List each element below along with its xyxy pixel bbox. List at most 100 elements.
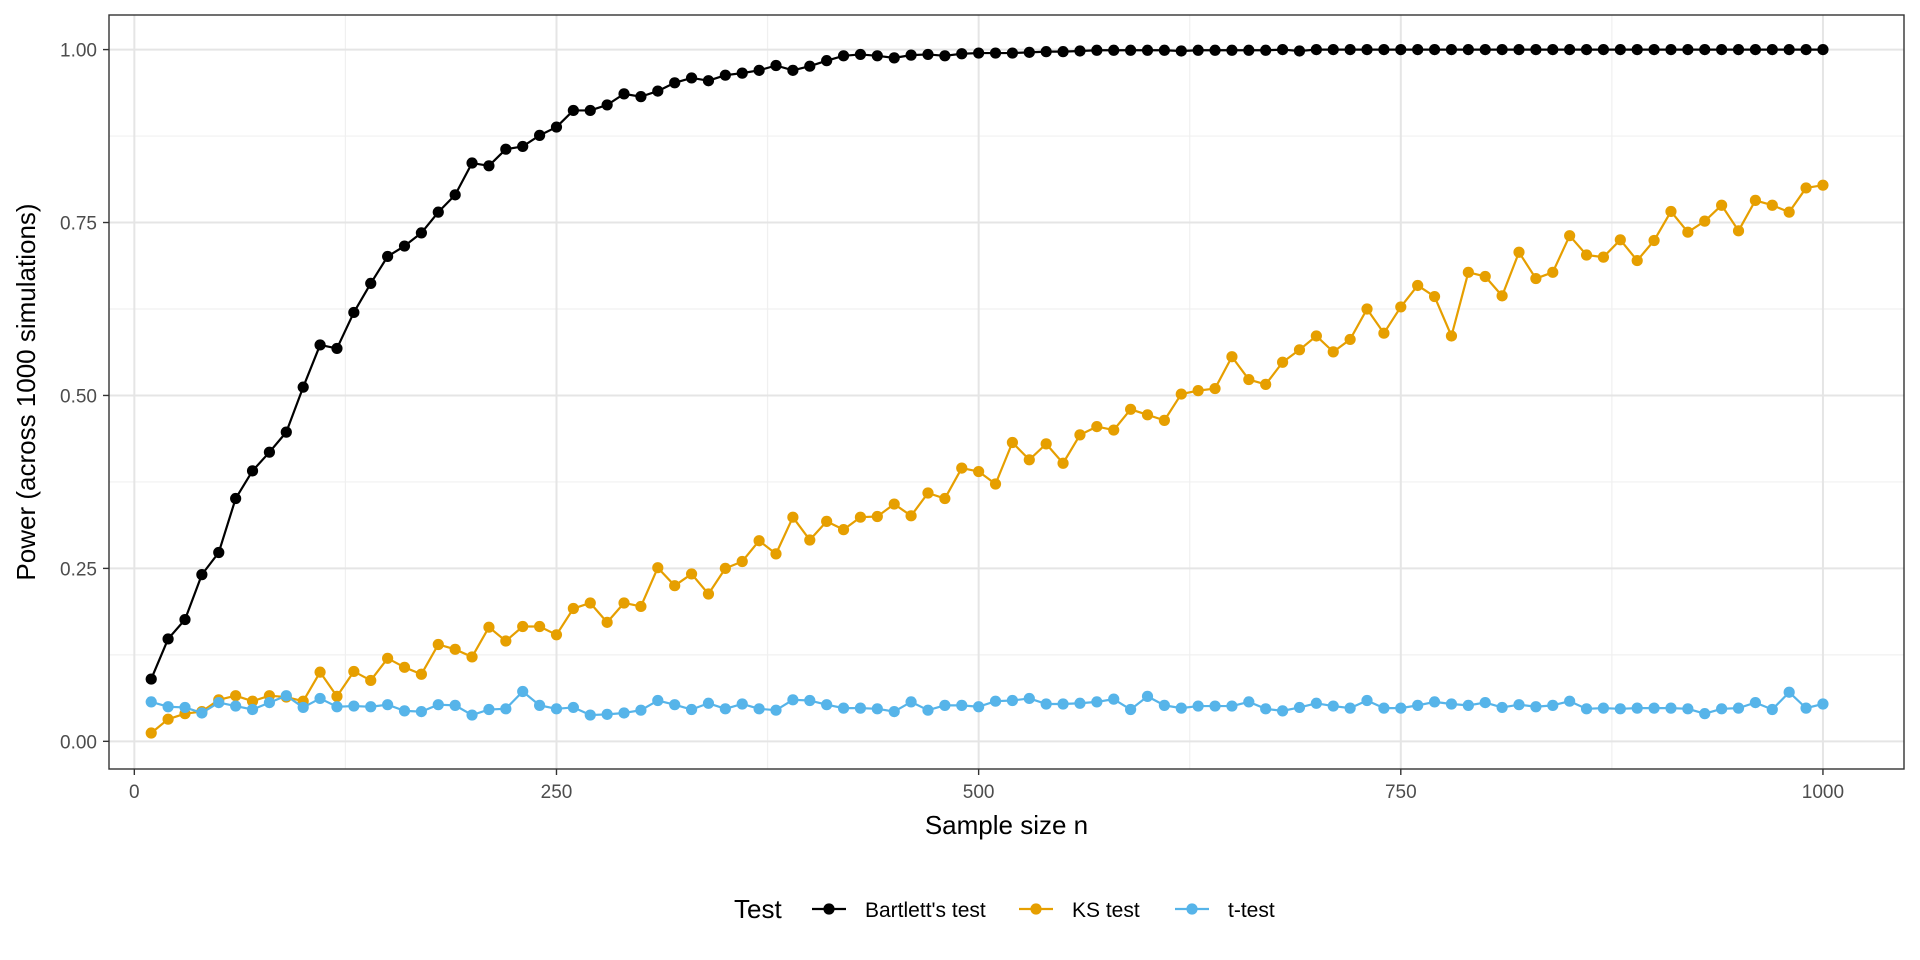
data-point	[854, 511, 867, 523]
data-point	[1580, 249, 1593, 261]
data-point	[1783, 686, 1795, 698]
data-point	[1209, 44, 1221, 56]
data-point	[1057, 698, 1069, 710]
series-2	[145, 685, 1829, 721]
data-point	[1817, 43, 1829, 56]
data-point	[821, 55, 833, 67]
data-point	[1648, 234, 1660, 247]
data-point	[1783, 206, 1795, 218]
data-point	[1057, 457, 1069, 469]
data-point	[1445, 330, 1458, 342]
data-point	[263, 446, 276, 458]
data-point	[736, 555, 748, 568]
data-point	[922, 704, 934, 716]
data-point	[1175, 388, 1187, 400]
data-point	[1479, 43, 1491, 56]
data-point	[348, 306, 360, 319]
data-point	[1462, 699, 1474, 711]
data-point	[348, 700, 360, 712]
data-point	[1192, 44, 1204, 56]
data-point	[669, 699, 681, 711]
data-point	[1243, 44, 1255, 56]
data-point	[483, 160, 495, 172]
data-point	[500, 143, 512, 155]
data-point	[922, 487, 934, 499]
data-point	[432, 699, 444, 711]
data-point	[601, 708, 613, 720]
data-point	[888, 705, 900, 718]
data-point	[1766, 199, 1778, 211]
data-point	[1344, 43, 1356, 56]
data-point	[415, 705, 427, 718]
data-point	[702, 75, 715, 87]
legend-item: t-test	[1175, 899, 1275, 922]
data-point	[1327, 346, 1339, 358]
data-point	[534, 129, 546, 141]
data-point	[567, 104, 579, 117]
data-point	[1732, 43, 1745, 56]
data-point	[888, 498, 900, 510]
data-point	[1580, 703, 1593, 715]
data-point	[449, 189, 461, 201]
data-point	[1074, 697, 1086, 709]
data-point	[1564, 695, 1576, 707]
data-point	[1749, 194, 1761, 206]
data-point	[669, 580, 681, 592]
data-point	[1226, 44, 1238, 56]
data-point	[1361, 694, 1373, 707]
data-point	[1479, 696, 1491, 709]
data-point	[1513, 699, 1525, 711]
data-point	[213, 696, 225, 709]
data-point	[1395, 702, 1407, 714]
legend: Test Bartlett's test KS test t-test	[734, 894, 1275, 924]
data-point	[196, 707, 208, 719]
series-line	[150, 184, 1824, 734]
data-point	[500, 635, 512, 647]
data-point	[1732, 702, 1745, 714]
data-point	[973, 47, 985, 59]
data-point	[905, 510, 917, 522]
data-point	[1428, 43, 1441, 56]
data-point	[1614, 43, 1626, 56]
data-point	[1023, 692, 1035, 705]
series-0	[145, 43, 1829, 685]
data-point	[1749, 696, 1761, 709]
data-point	[1395, 301, 1407, 313]
data-point	[1597, 251, 1610, 263]
data-point	[1344, 333, 1356, 346]
data-point	[550, 121, 563, 133]
data-point	[635, 91, 647, 103]
data-point	[871, 50, 883, 62]
data-point	[1699, 215, 1711, 227]
data-point	[804, 534, 816, 546]
data-point	[517, 620, 529, 633]
data-point	[1141, 409, 1154, 421]
data-point	[1547, 266, 1559, 278]
data-point	[1665, 702, 1677, 714]
data-point	[1631, 43, 1643, 56]
data-point	[1749, 43, 1761, 56]
data-point	[162, 713, 174, 725]
data-point	[1564, 230, 1576, 242]
major-gridlines	[109, 15, 1904, 769]
data-point	[1091, 44, 1103, 56]
data-point	[584, 104, 596, 117]
data-point	[1209, 700, 1221, 712]
data-point	[466, 651, 478, 663]
data-point	[1648, 43, 1660, 56]
data-point	[550, 703, 563, 715]
data-point	[517, 140, 529, 153]
data-point	[1057, 46, 1069, 58]
data-point	[1496, 43, 1508, 56]
data-point	[415, 668, 427, 680]
data-point	[1327, 700, 1339, 712]
data-point	[635, 600, 647, 613]
data-point	[1428, 696, 1441, 708]
data-point	[1023, 46, 1035, 58]
data-point	[719, 703, 731, 715]
data-point	[804, 60, 816, 72]
data-point	[1108, 424, 1120, 436]
data-point	[837, 524, 850, 536]
